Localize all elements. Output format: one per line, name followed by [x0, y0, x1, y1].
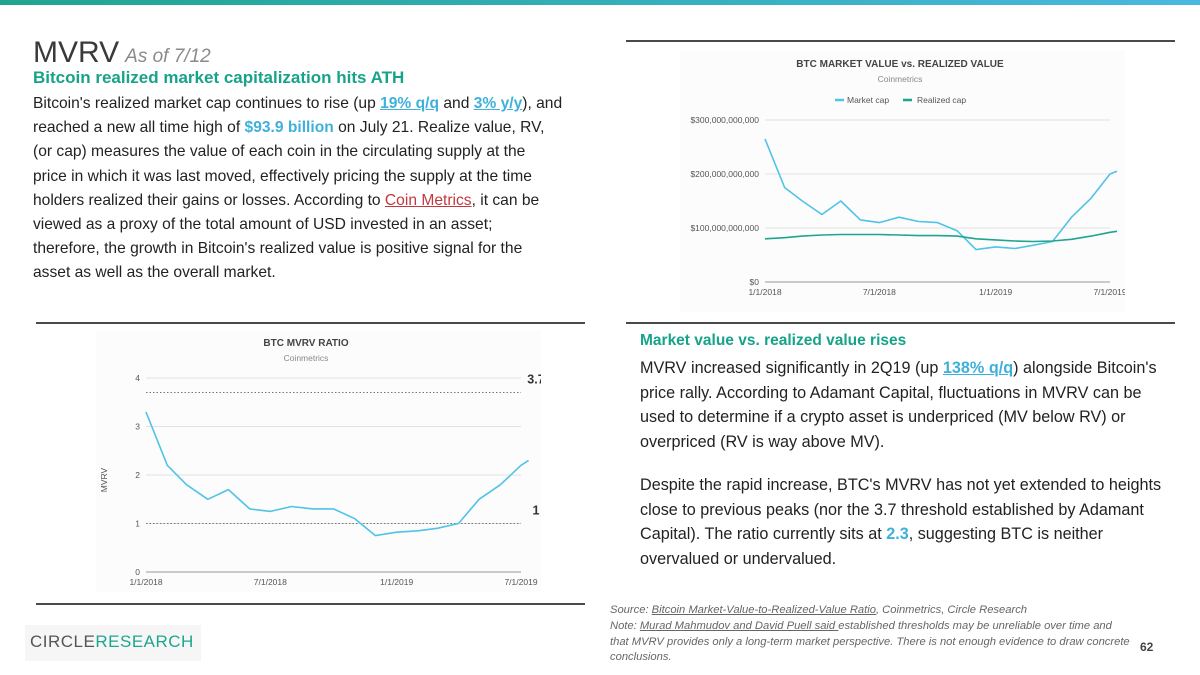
- chart1-title: BTC MARKET VALUE vs. REALIZED VALUE: [796, 59, 1004, 70]
- right-paragraph-1: MVRV increased significantly in 2Q19 (up…: [640, 356, 1165, 454]
- x-tick-label: 1/1/2018: [748, 287, 781, 297]
- chart2-svg: BTC MVRV RATIO Coinmetrics MVRV 0 1 2 3 4 1/…: [99, 338, 541, 587]
- note-link[interactable]: Murad Mahmudov and David Puell said: [639, 619, 839, 632]
- divider-left-bottom: [36, 603, 585, 605]
- rpara2-text: , suggesting BTC is neither overvalued o…: [640, 525, 1104, 568]
- source-link[interactable]: Bitcoin Market-Value-to-Realized-Value R…: [651, 604, 876, 616]
- right-paragraph-2: Despite the rapid increase, BTC's MVRV h…: [640, 473, 1165, 571]
- y-tick-label: $200,000,000,000: [690, 169, 759, 179]
- slide-title: MVRV As of 7/12: [33, 36, 211, 70]
- x-tick-label: 7/1/2018: [254, 577, 287, 587]
- ath-value-highlight: $93.9 billion: [244, 119, 334, 137]
- mvrv-current-highlight: 2.3: [886, 525, 909, 544]
- rpara1-text: ) alongside Bitcoin's price rally. Accor…: [640, 359, 1157, 451]
- divider-right-top: [626, 40, 1175, 42]
- title-date: As of 7/12: [125, 46, 211, 67]
- chart1-subtitle: Coinmetrics: [878, 74, 923, 84]
- legend-realized-cap: Realized cap: [917, 95, 966, 105]
- note-rest: established thresholds may be unreliable…: [610, 619, 1130, 664]
- divider-left-mid: [36, 322, 585, 324]
- x-tick-label: 7/1/2019: [1093, 287, 1125, 297]
- x-tick-label: 1/1/2019: [380, 577, 413, 587]
- y-tick-label: 0: [135, 567, 140, 577]
- y-tick-label: 3: [135, 422, 140, 432]
- chart2-title: BTC MVRV RATIO: [263, 338, 348, 349]
- title-main: MVRV: [33, 36, 120, 69]
- x-tick-label: 1/1/2019: [979, 287, 1012, 297]
- threshold-label: 1: [533, 504, 540, 518]
- para-text: Bitcoin's realized market cap continues …: [33, 95, 381, 112]
- right-subhead: Market value vs. realized value rises: [640, 332, 907, 349]
- chart2-subtitle: Coinmetrics: [284, 353, 329, 363]
- threshold-label: 3.7: [527, 373, 541, 387]
- x-tick-label: 7/1/2018: [863, 287, 896, 297]
- top-accent-bar: [0, 0, 1200, 5]
- rpara2-text: Despite the rapid increase, BTC's MVRV h…: [640, 476, 1162, 544]
- x-tick-label: 1/1/2018: [129, 577, 162, 587]
- qq-highlight: 19% q/q: [380, 95, 440, 112]
- chart1-svg: BTC MARKET VALUE vs. REALIZED VALUE Coin…: [690, 59, 1125, 297]
- legend-market-cap: Market cap: [847, 95, 889, 105]
- series-line-market-cap: [764, 138, 1118, 251]
- left-paragraph: Bitcoin's realized market cap continues …: [33, 92, 563, 286]
- divider-right-mid: [626, 322, 1175, 324]
- source-rest: , Coinmetrics, Circle Research: [875, 604, 1028, 616]
- source-note: Source: Bitcoin Market-Value-to-Realized…: [610, 603, 1130, 666]
- note-label: Note:: [610, 619, 640, 632]
- y-tick-label: 4: [135, 373, 140, 383]
- para-text: and: [439, 95, 474, 112]
- mvrv-qq-highlight: 138% q/q: [942, 359, 1014, 377]
- market-vs-realized-chart: BTC MARKET VALUE vs. REALIZED VALUE Coin…: [680, 50, 1125, 312]
- circle-research-logo: CIRCLERESEARCH: [25, 625, 201, 661]
- chart2-ylabel: MVRV: [99, 467, 109, 492]
- series-line-realized-cap: [764, 230, 1118, 243]
- series-line-mvrv: [145, 411, 530, 537]
- rpara1-text: MVRV increased significantly in 2Q19 (up: [640, 359, 943, 377]
- para-text: ), and reached a new all time high of: [33, 95, 563, 137]
- yy-highlight: 3% y/y: [473, 95, 523, 112]
- page-number: 62: [1140, 640, 1154, 654]
- y-tick-label: $0: [750, 277, 760, 287]
- para-text: , it can be viewed as a proxy of the tot…: [33, 191, 540, 282]
- source-label: Source:: [610, 604, 652, 616]
- y-tick-label: 1: [135, 519, 140, 529]
- coin-metrics-link[interactable]: Coin Metrics: [384, 191, 472, 209]
- logo-part1: CIRCLE: [30, 632, 96, 651]
- logo-text: CIRCLERESEARCH: [30, 632, 194, 652]
- x-tick-label: 7/1/2019: [504, 577, 537, 587]
- y-tick-label: 2: [135, 470, 140, 480]
- logo-part2: RESEARCH: [95, 632, 194, 651]
- mvrv-ratio-chart: BTC MVRV RATIO Coinmetrics MVRV 0 1 2 3 4 1/…: [96, 330, 541, 592]
- y-tick-label: $100,000,000,000: [690, 223, 759, 233]
- para-text: on July 21. Realize value, RV, (or cap) …: [33, 119, 545, 209]
- y-tick-label: $300,000,000,000: [690, 115, 759, 125]
- left-subhead: Bitcoin realized market capitalization h…: [33, 68, 405, 87]
